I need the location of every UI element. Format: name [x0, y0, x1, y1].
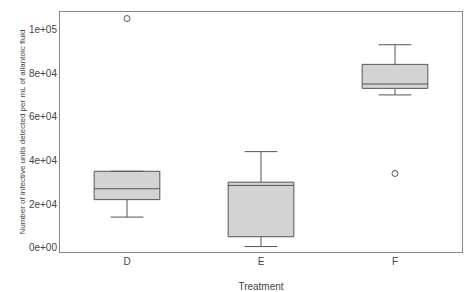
- svg-text:1e+05: 1e+05: [29, 24, 58, 35]
- svg-text:6e+04: 6e+04: [29, 111, 58, 122]
- svg-text:4e+04: 4e+04: [29, 155, 58, 166]
- svg-text:8e+04: 8e+04: [29, 68, 58, 79]
- svg-text:Number of infective units dete: Number of infective units detected per m…: [18, 29, 27, 234]
- svg-text:Treatment: Treatment: [238, 281, 283, 292]
- svg-text:E: E: [258, 256, 265, 267]
- svg-text:2e+04: 2e+04: [29, 199, 58, 210]
- svg-text:0e+00: 0e+00: [29, 242, 58, 253]
- svg-text:F: F: [392, 256, 398, 267]
- svg-text:D: D: [123, 256, 130, 267]
